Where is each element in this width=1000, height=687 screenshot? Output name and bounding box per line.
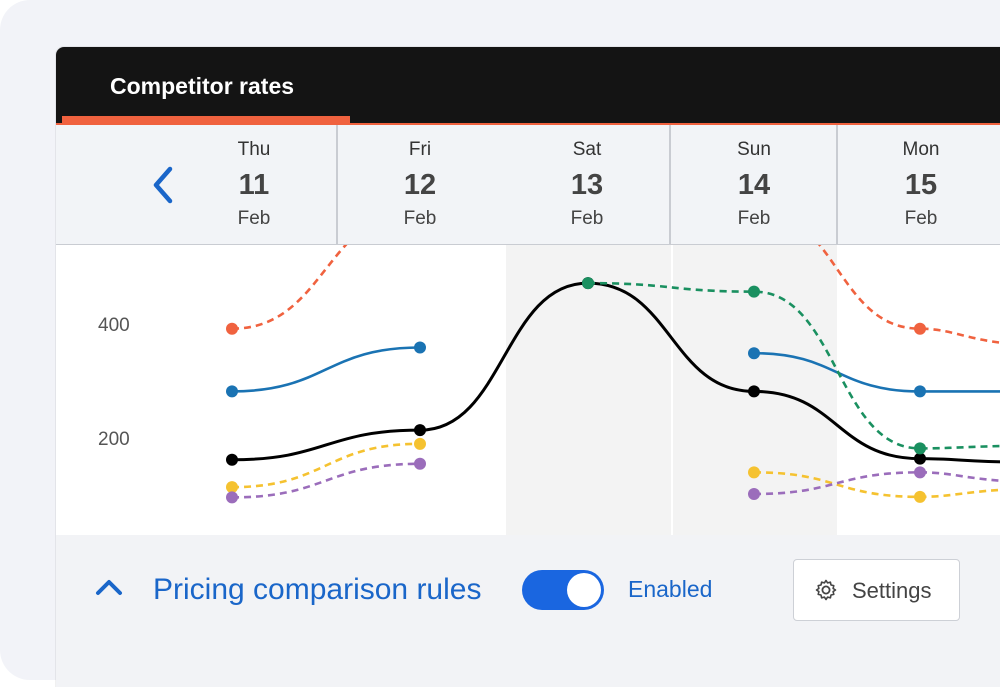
day-header: Thu 11 Feb Fri 12 Feb Sat 13 Feb Sun 14 … — [56, 125, 1000, 245]
day-column-thu[interactable]: Thu 11 Feb — [174, 125, 334, 244]
rates-chart-plot — [226, 245, 1000, 535]
day-number: 11 — [238, 169, 270, 201]
pricing-rules-title: Pricing comparison rules — [153, 573, 482, 606]
data-point[interactable] — [748, 466, 760, 479]
data-point[interactable] — [414, 341, 426, 354]
data-point[interactable] — [748, 385, 760, 398]
pricing-rules-footer: Pricing comparison rules Enabled Setting… — [56, 535, 1000, 687]
data-point[interactable] — [748, 285, 760, 298]
gear-icon — [815, 579, 837, 601]
day-column-sun[interactable]: Sun 14 Feb — [674, 125, 834, 244]
data-point[interactable] — [226, 453, 238, 466]
chevron-up-icon[interactable] — [94, 575, 124, 599]
day-number: 15 — [904, 169, 938, 201]
data-point[interactable] — [582, 277, 594, 290]
rates-chart: 400 200 — [56, 245, 1000, 535]
series-line — [753, 471, 1000, 496]
tab-competitor-rates[interactable]: Competitor rates — [110, 73, 295, 99]
data-point[interactable] — [748, 488, 760, 500]
active-tab-indicator — [62, 116, 350, 123]
day-month: Feb — [904, 208, 938, 229]
data-point[interactable] — [414, 424, 426, 437]
series-line — [231, 442, 421, 489]
day-number: 14 — [737, 169, 771, 201]
column-divider — [669, 125, 671, 244]
data-point[interactable] — [414, 437, 426, 450]
series-line — [753, 351, 1000, 393]
column-divider — [836, 125, 838, 244]
data-point[interactable] — [914, 442, 926, 455]
series-line — [231, 462, 421, 499]
day-column-sat[interactable]: Sat 13 Feb — [507, 125, 667, 244]
weekend-shading — [506, 245, 671, 535]
series-line — [231, 346, 421, 393]
data-point[interactable] — [226, 491, 238, 504]
series-line — [587, 281, 1000, 450]
day-number: 12 — [403, 169, 437, 201]
data-point[interactable] — [914, 322, 926, 335]
chevron-left-icon[interactable] — [148, 163, 178, 207]
data-point[interactable] — [226, 385, 238, 398]
data-point[interactable] — [226, 481, 238, 494]
series-line — [231, 245, 348, 330]
day-month: Feb — [403, 208, 437, 229]
data-point[interactable] — [914, 490, 926, 503]
settings-button[interactable]: Settings — [793, 559, 960, 621]
y-tick-label: 400 — [98, 315, 130, 336]
column-divider — [336, 125, 338, 244]
titlebar: Competitor rates — [56, 47, 1000, 123]
data-point[interactable] — [748, 347, 760, 360]
data-point[interactable] — [226, 322, 238, 335]
toggle-label: Enabled — [628, 576, 713, 602]
data-point[interactable] — [914, 452, 926, 465]
day-month: Feb — [237, 208, 271, 229]
day-month: Feb — [570, 208, 604, 229]
day-month: Feb — [737, 208, 771, 229]
titlebar-divider — [56, 123, 1000, 125]
data-point[interactable] — [414, 457, 426, 470]
day-of-week: Fri — [408, 139, 432, 160]
data-point[interactable] — [914, 385, 926, 398]
day-number: 13 — [570, 169, 604, 201]
settings-label: Settings — [852, 578, 932, 603]
toggle-knob — [567, 573, 601, 607]
day-of-week: Sun — [737, 139, 771, 160]
rules-enabled-toggle[interactable] — [522, 570, 604, 610]
day-of-week: Sat — [572, 139, 602, 160]
day-column-mon[interactable]: Mon 15 Feb — [841, 125, 1000, 244]
day-of-week: Mon — [902, 139, 940, 160]
day-column-fri[interactable]: Fri 12 Feb — [340, 125, 500, 244]
day-of-week: Thu — [237, 139, 271, 160]
y-tick-label: 200 — [98, 429, 130, 450]
competitor-rates-window: Competitor rates Thu 11 Feb Fri 12 Feb S… — [56, 47, 1000, 687]
data-point[interactable] — [914, 466, 926, 479]
